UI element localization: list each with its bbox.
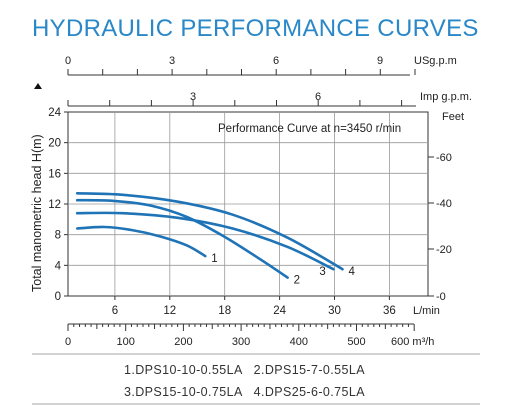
usgpm-axis: 0 3 6 9 [65, 55, 416, 76]
m3h-axis: 0 100 200 300 400 500 [65, 323, 415, 348]
x-tick-label: 30 [328, 305, 341, 317]
m3h-axis-label: 600 m³/h [391, 336, 434, 348]
legend-row-2: 3.DPS15-10-0.75LA 4.DPS25-6-0.75LA [124, 385, 365, 399]
curve-3 [75, 211, 335, 271]
feet-tick-label: -20 [436, 244, 452, 256]
x-tick-label: 6 [112, 305, 118, 317]
m3h-tick-label: 400 [290, 336, 308, 348]
impgpm-tick-label: 3 [190, 91, 196, 103]
x-tick-label: 36 [383, 305, 396, 317]
feet-axis: -0 -20 -40 -60 [428, 152, 452, 303]
plot-grid [67, 111, 429, 297]
curve-1 [75, 225, 207, 258]
y-tick-label: 12 [48, 199, 61, 211]
x-tick-label: 24 [273, 305, 286, 317]
usgpm-axis-label: USg.p.m [414, 55, 457, 67]
impgpm-tick-label: 6 [315, 91, 321, 103]
y-tick-label: 8 [55, 230, 61, 242]
curve-2 [75, 198, 289, 279]
feet-tick-label: -60 [436, 152, 452, 164]
m3h-tick-label: 0 [65, 336, 71, 348]
y-tick-label: 20 [48, 138, 61, 150]
y-tick-label: 4 [55, 260, 62, 272]
legend-row-1: 1.DPS10-10-0.55LA 2.DPS15-7-0.55LA [124, 363, 365, 377]
m3h-tick-label: 500 [347, 336, 365, 348]
y-tick-label: 16 [48, 168, 61, 180]
flow-axis: 6 12 18 24 30 36 [112, 296, 396, 317]
y-arrow-icon [34, 83, 42, 89]
usgpm-tick-label: 0 [65, 55, 71, 67]
impgpm-axis-label: Imp g.p.m. [420, 91, 472, 103]
curve-label-2: 2 [294, 275, 300, 287]
curve-label-4: 4 [349, 266, 356, 278]
m3h-tick-label: 300 [232, 336, 250, 348]
curve-4 [75, 192, 344, 271]
m3h-tick-label: 100 [117, 336, 135, 348]
head-axis: 0 4 8 12 16 20 24 [48, 107, 68, 303]
usgpm-tick-label: 6 [273, 55, 279, 67]
usgpm-tick-label: 9 [377, 55, 383, 67]
feet-tick-label: -40 [436, 198, 452, 210]
feet-axis-label: Feet [442, 111, 464, 123]
y-axis-label: Total manometric head H(m) [30, 134, 44, 292]
chart-title: HYDRAULIC PERFORMANCE CURVES [32, 15, 479, 42]
usgpm-tick-label: 3 [169, 55, 175, 67]
y-tick-label: 0 [55, 291, 61, 303]
curve-label-1: 1 [211, 253, 217, 265]
m3h-tick-label: 200 [174, 336, 192, 348]
y-tick-label: 24 [48, 107, 61, 119]
x-tick-label: 18 [218, 305, 231, 317]
curve-label-3: 3 [319, 266, 325, 278]
performance-note: Performance Curve at n=3450 r/min [218, 123, 401, 135]
x-tick-label: 12 [163, 305, 176, 317]
curves: 1 2 3 4 [75, 192, 356, 287]
x-axis-label: L/min [413, 305, 440, 317]
feet-tick-label: -0 [436, 291, 446, 303]
